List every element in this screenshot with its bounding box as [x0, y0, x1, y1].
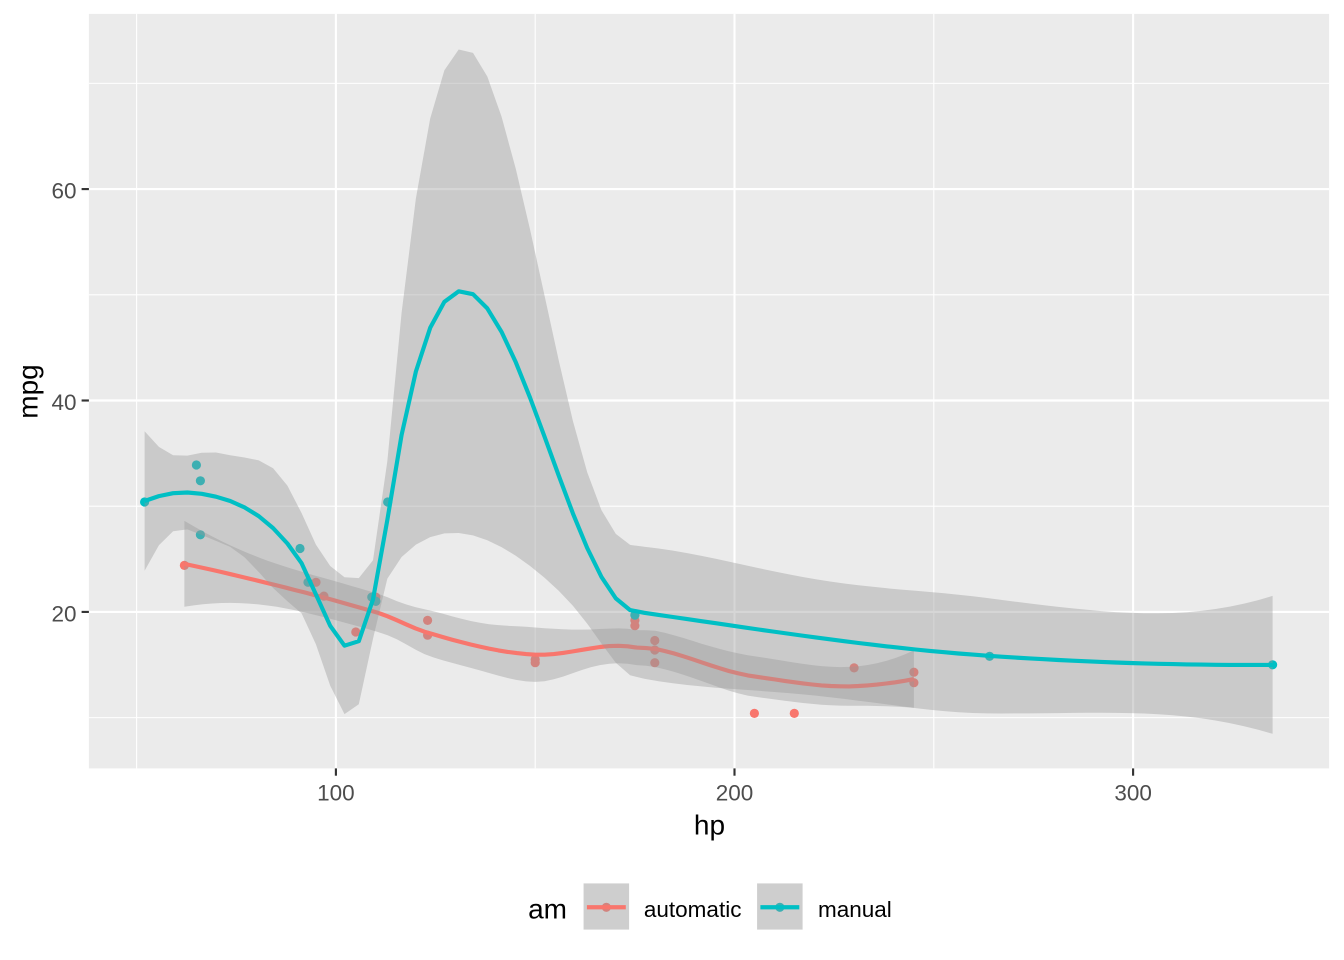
svg-text:mpg: mpg [13, 364, 44, 418]
svg-text:200: 200 [716, 781, 754, 806]
svg-text:40: 40 [51, 390, 76, 415]
svg-text:20: 20 [51, 601, 76, 626]
svg-text:300: 300 [1114, 781, 1152, 806]
svg-text:am: am [528, 894, 567, 925]
svg-text:manual: manual [818, 897, 892, 922]
svg-text:automatic: automatic [644, 897, 742, 922]
svg-text:100: 100 [317, 781, 355, 806]
svg-text:60: 60 [51, 179, 76, 204]
svg-text:hp: hp [694, 810, 725, 841]
